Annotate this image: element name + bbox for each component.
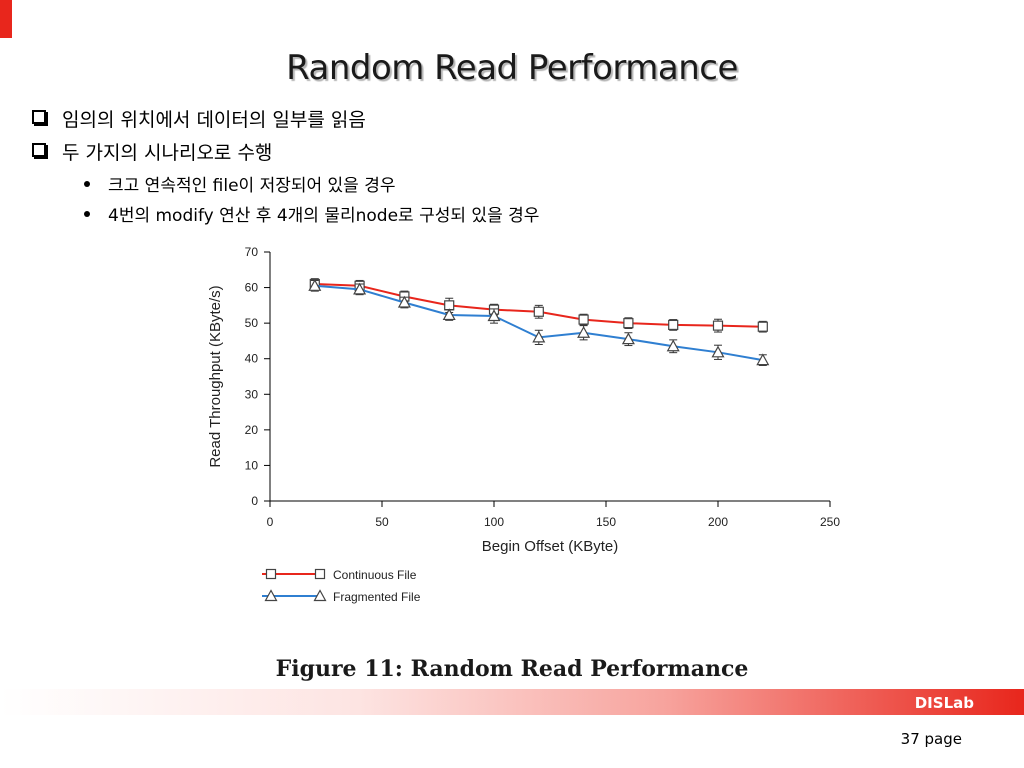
checkbox-bullet-icon: [32, 110, 46, 124]
data-point-continuous: [533, 306, 544, 317]
data-point-fragmented: [666, 339, 680, 352]
figure-caption: Figure 11: Random Read Performance: [275, 656, 749, 682]
y-axis-label: Read Throughput (KByte/s): [207, 285, 224, 467]
data-point-fragmented: [711, 345, 725, 358]
dot-bullet-icon: [84, 181, 90, 187]
data-point-fragmented: [621, 332, 635, 345]
y-tick-label: 50: [245, 316, 259, 330]
sub-bullet-text: 4번의 modify 연산 후 4개의 물리node로 구성되 있을 경우: [108, 206, 540, 226]
y-tick-label: 10: [245, 458, 259, 472]
sub-bullet-item: 크고 연속적인 file이 저장되어 있을 경우: [84, 174, 396, 198]
x-tick-label: 100: [484, 515, 504, 529]
y-tick-label: 60: [245, 281, 259, 295]
legend-marker-continuous: [265, 568, 277, 580]
data-point-continuous: [578, 314, 589, 325]
y-tick-label: 40: [245, 352, 259, 366]
data-point-fragmented: [756, 353, 770, 366]
footer-bar: [0, 689, 1024, 715]
data-point-fragmented: [353, 282, 367, 295]
dot-bullet-icon: [84, 211, 90, 217]
x-tick-label: 0: [267, 515, 274, 529]
data-point-continuous: [668, 319, 679, 331]
chart-axes: 0 10 20 30 40 50 60 70 0 50 100 150 200 250 Begin Offs…: [207, 245, 840, 555]
data-point-fragmented: [487, 309, 501, 322]
sub-bullet-item: 4번의 modify 연산 후 4개의 물리node로 구성되 있을 경우: [84, 204, 539, 228]
y-tick-label: 0: [251, 494, 258, 508]
chart-plot-area: [308, 278, 770, 366]
series-continuous: [309, 278, 768, 333]
bullet-item: 두 가지의 시나리오로 수행: [32, 141, 272, 165]
bullet-item: 임의의 위치에서 데이터의 일부를 읽음: [32, 108, 366, 132]
slide-title: Random Read Performance: [286, 48, 738, 88]
y-tick-label: 20: [245, 423, 259, 437]
legend-marker-continuous: [314, 568, 326, 580]
y-tick-label: 70: [245, 245, 259, 259]
x-tick-label: 150: [596, 515, 616, 529]
page-number: 37 page: [900, 730, 962, 748]
bullet-text: 두 가지의 시나리오로 수행: [62, 142, 273, 164]
checkbox-bullet-icon: [32, 143, 46, 157]
series-line-fragmented: [314, 284, 763, 362]
x-axis-label: Begin Offset (KByte): [482, 538, 618, 555]
y-tick-label: 30: [245, 387, 259, 401]
bullet-text: 임의의 위치에서 데이터의 일부를 읽음: [62, 109, 366, 131]
random-read-chart: 0 10 20 30 40 50 60 70 0 50 100 150 200 250 Begin Offs…: [207, 245, 840, 604]
series-fragmented: [308, 279, 770, 366]
data-point-continuous: [623, 318, 634, 329]
data-point-fragmented: [397, 295, 411, 308]
data-point-continuous: [757, 321, 768, 332]
corner-accent-mark: [0, 0, 12, 38]
data-point-fragmented: [442, 308, 456, 321]
legend-label-fragmented: Fragmented File: [333, 590, 421, 604]
data-point-continuous: [712, 320, 724, 331]
legend-label-continuous: Continuous File: [333, 568, 417, 582]
data-point-fragmented: [532, 330, 546, 343]
data-point-fragmented: [577, 326, 591, 338]
x-tick-label: 250: [820, 515, 840, 529]
data-point-fragmented: [308, 279, 322, 291]
legend-marker-fragmented: [264, 589, 278, 602]
chart-legend: Continuous File Fragmented File: [262, 568, 421, 604]
x-tick-label: 200: [708, 515, 728, 529]
sub-bullet-text: 크고 연속적인 file이 저장되어 있을 경우: [108, 176, 396, 196]
footer-lab-name: DISLab: [914, 694, 974, 712]
x-tick-label: 50: [375, 515, 389, 529]
legend-marker-fragmented: [313, 589, 327, 602]
